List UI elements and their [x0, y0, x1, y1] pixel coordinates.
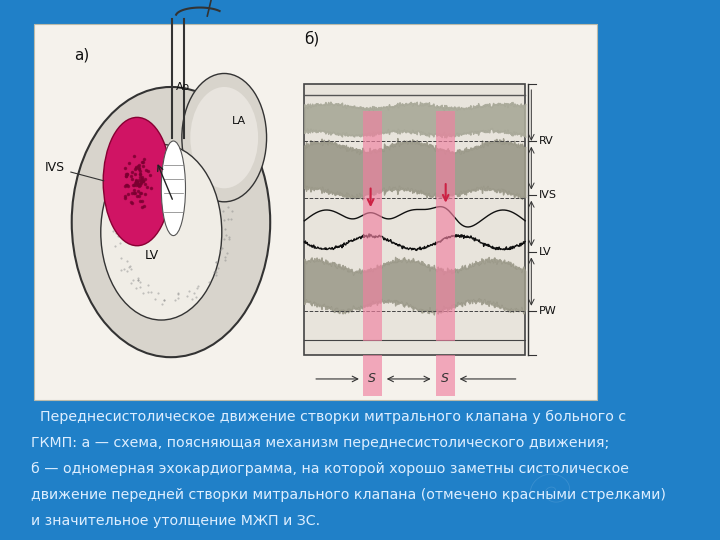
Text: Переднесистолическое движение створки митрального клапана у больного с: Переднесистолическое движение створки ми…: [31, 410, 626, 424]
Text: б — одномерная эхокардиограмма, на которой хорошо заметны систолическое: б — одномерная эхокардиограмма, на котор…: [31, 462, 629, 476]
Text: LV: LV: [144, 249, 158, 262]
Ellipse shape: [101, 144, 222, 320]
Ellipse shape: [190, 87, 258, 188]
Bar: [436, 111, 454, 341]
Bar: [34, 24, 597, 400]
Ellipse shape: [72, 87, 270, 357]
Bar: [436, 355, 454, 396]
Ellipse shape: [161, 141, 186, 235]
Text: а): а): [74, 48, 89, 63]
Text: IVS: IVS: [539, 190, 557, 200]
Text: Ao: Ao: [176, 83, 190, 92]
Ellipse shape: [103, 117, 171, 246]
Ellipse shape: [182, 73, 266, 202]
Text: PW: PW: [539, 306, 557, 316]
Text: движение передней створки митрального клапана (отмечено красными стрелками): движение передней створки митрального кл…: [31, 488, 665, 502]
Bar: [363, 355, 382, 396]
Text: S: S: [441, 373, 449, 386]
Text: IVS: IVS: [45, 161, 104, 181]
Text: LA: LA: [232, 116, 246, 126]
Text: ГКМП: а — схема, поясняющая механизм переднесистолического движения;: ГКМП: а — схема, поясняющая механизм пер…: [31, 436, 609, 450]
Text: S: S: [369, 373, 377, 386]
Text: и значительное утолщение МЖП и ЗС.: и значительное утолщение МЖП и ЗС.: [31, 514, 320, 528]
Bar: [305, 84, 525, 355]
Text: RV: RV: [539, 136, 554, 146]
Text: LV: LV: [539, 247, 552, 257]
Bar: [363, 111, 382, 341]
Text: б): б): [305, 30, 320, 46]
